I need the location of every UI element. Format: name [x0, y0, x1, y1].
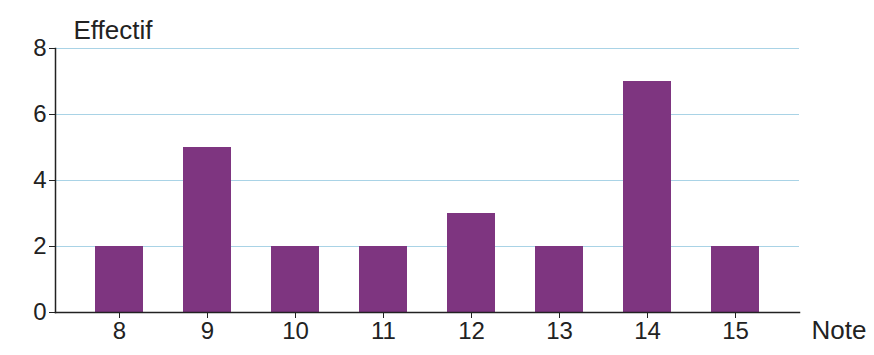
svg-text:15: 15: [722, 317, 749, 344]
svg-text:Note: Note: [812, 315, 867, 345]
svg-text:12: 12: [458, 317, 485, 344]
svg-text:Effectif: Effectif: [74, 15, 154, 45]
svg-text:8: 8: [113, 317, 126, 344]
svg-text:0: 0: [33, 298, 46, 325]
svg-text:14: 14: [634, 317, 661, 344]
svg-text:4: 4: [33, 166, 46, 193]
svg-text:13: 13: [546, 317, 573, 344]
svg-text:9: 9: [201, 317, 214, 344]
svg-text:10: 10: [282, 317, 309, 344]
svg-text:11: 11: [371, 317, 396, 344]
svg-text:6: 6: [33, 100, 46, 127]
svg-text:8: 8: [33, 34, 46, 61]
svg-text:2: 2: [33, 232, 46, 259]
